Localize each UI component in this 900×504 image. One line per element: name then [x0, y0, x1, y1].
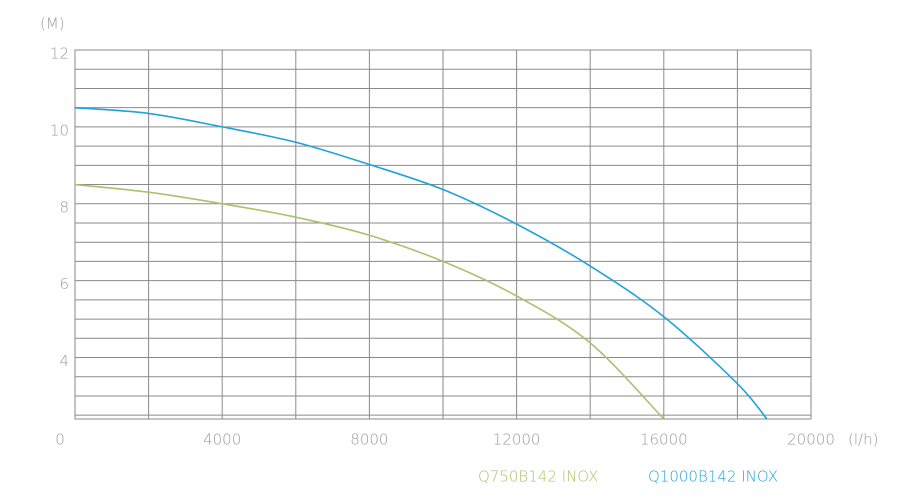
- y-tick-label: 12: [50, 45, 69, 63]
- y-tick-label: 6: [59, 275, 69, 293]
- legend-entry: Q750B142 INOX: [478, 468, 598, 486]
- y-tick-label: 8: [59, 198, 69, 216]
- x-tick-label: 4000: [203, 431, 241, 449]
- x-tick-label: 0: [55, 431, 65, 449]
- legend-entry: Q1000B142 INOX: [648, 468, 778, 486]
- x-tick-label: 20000: [787, 431, 835, 449]
- series-line: [74, 183, 665, 420]
- x-tick-label: 12000: [493, 431, 541, 449]
- x-axis-label: (l/h): [848, 431, 878, 449]
- y-axis-label: (M): [40, 15, 65, 33]
- x-tick-label: 8000: [350, 431, 388, 449]
- x-tick-label: 16000: [640, 431, 688, 449]
- y-tick-label: 10: [50, 121, 69, 139]
- series-line: [74, 106, 768, 420]
- y-tick-label: 4: [59, 352, 69, 370]
